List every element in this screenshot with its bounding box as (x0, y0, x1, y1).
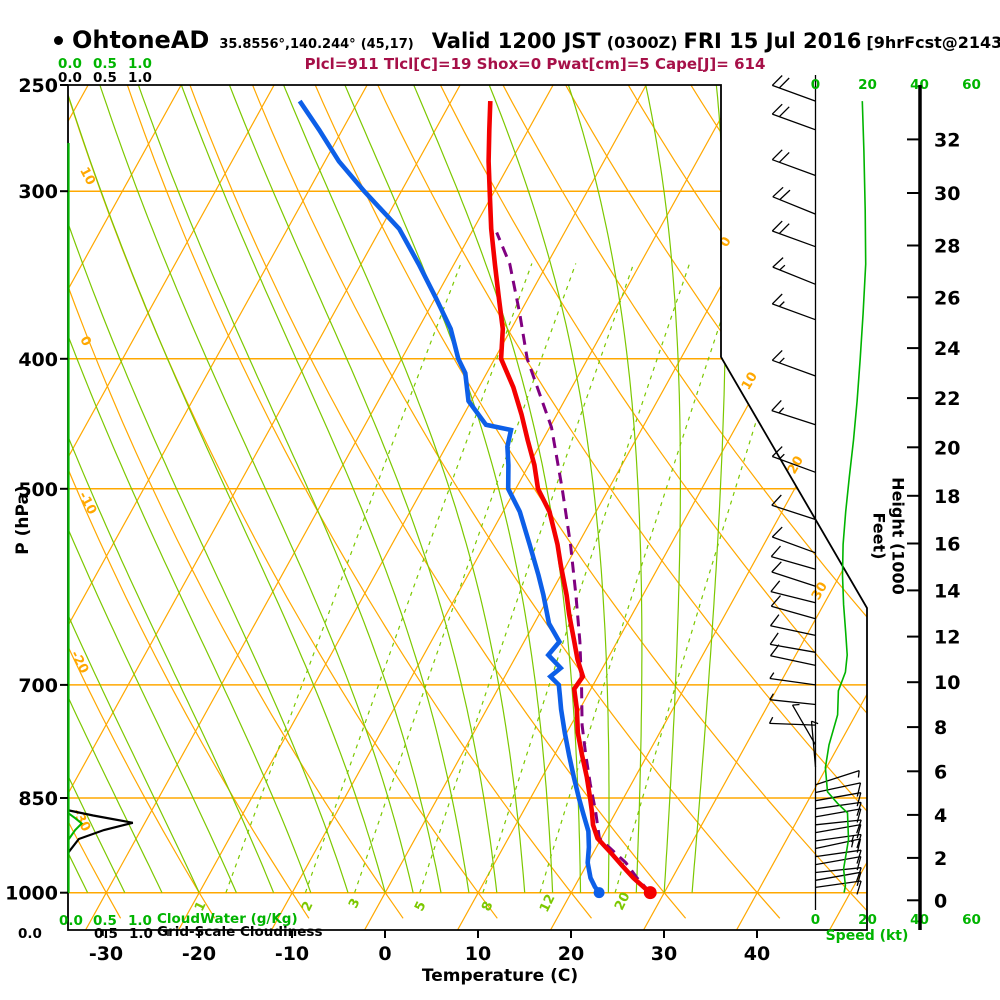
svg-text:12: 12 (537, 892, 558, 915)
isotherm-gridlines (68, 85, 867, 930)
svg-text:20: 20 (612, 890, 633, 913)
svg-text:-10: -10 (275, 943, 309, 965)
svg-text:4: 4 (934, 805, 947, 827)
surface-dewpoint-dot (593, 887, 605, 899)
svg-text:250: 250 (18, 75, 58, 97)
svg-text:12: 12 (934, 627, 960, 649)
svg-text:10: 10 (739, 370, 761, 393)
svg-text:0.5: 0.5 (93, 56, 117, 72)
svg-text:32: 32 (934, 129, 960, 151)
svg-text:2: 2 (934, 848, 947, 870)
svg-text:2: 2 (299, 899, 316, 914)
station-coords: 35.8556°,140.244° (219, 37, 356, 52)
svg-text:3: 3 (346, 896, 363, 911)
parcel-curve (495, 231, 652, 894)
svg-text:8: 8 (479, 899, 496, 914)
svg-text:10: 10 (76, 165, 98, 188)
height-axis-label: Height (1000 Feet) (869, 477, 908, 595)
svg-text:10: 10 (934, 672, 960, 694)
cloudwater-curve (68, 812, 84, 841)
svg-text:1.0: 1.0 (128, 70, 152, 86)
chart-title: OhtoneAD 35.8556°,140.244° (45,17) Valid… (54, 26, 1000, 54)
station-name: OhtoneAD (72, 26, 210, 54)
svg-text:1000: 1000 (5, 883, 58, 905)
cloudiness-curve (68, 809, 134, 854)
svg-text:20: 20 (858, 77, 877, 93)
svg-text:16: 16 (934, 533, 960, 555)
cloudwater-axis-label: CloudWater (g/Kg) (157, 911, 298, 927)
sounding-indices: Plcl=911 Tlcl[C]=19 Shox=0 Pwat[cm]=5 Ca… (304, 55, 766, 73)
station-dot-icon (54, 35, 63, 45)
wind-barbs (768, 75, 862, 895)
svg-text:22: 22 (934, 388, 960, 410)
svg-text:40: 40 (744, 943, 770, 965)
mixing-ratio-gridlines (225, 263, 807, 893)
svg-text:-20: -20 (182, 943, 216, 965)
svg-text:400: 400 (18, 349, 58, 371)
svg-text:0.0: 0.0 (59, 913, 83, 929)
surface-dots (593, 886, 657, 900)
valid-time-z: (0300Z) (606, 33, 678, 52)
moist-adiabat-gridlines (68, 85, 727, 893)
svg-text:0: 0 (378, 943, 391, 965)
svg-text:20: 20 (858, 912, 877, 928)
forecast-tag: [9hrFcst@2143z] (866, 33, 1000, 52)
svg-text:20: 20 (558, 943, 584, 965)
svg-text:30: 30 (809, 580, 831, 603)
svg-text:0.5: 0.5 (93, 70, 117, 86)
svg-text:0.5: 0.5 (94, 926, 118, 942)
svg-text:1.0: 1.0 (129, 926, 153, 942)
svg-text:0.0: 0.0 (58, 70, 82, 86)
pressure-axis-label: P (hPa) (13, 485, 33, 555)
svg-text:14: 14 (934, 580, 960, 602)
station-grid-point: (45,17) (360, 37, 414, 52)
svg-text:0.5: 0.5 (93, 913, 117, 929)
svg-text:1.0: 1.0 (128, 56, 152, 72)
temperature-axis-label: Temperature (C) (421, 966, 579, 986)
svg-text:700: 700 (18, 675, 58, 697)
temperature-curve (486, 101, 652, 895)
svg-text:-10: -10 (75, 489, 99, 517)
dewpoint-curve (297, 99, 601, 895)
svg-text:-30: -30 (89, 943, 123, 965)
svg-text:60: 60 (962, 912, 981, 928)
svg-text:0.0: 0.0 (58, 56, 82, 72)
svg-text:6: 6 (934, 761, 947, 783)
valid-time: Valid 1200 JST (431, 29, 601, 53)
svg-text:60: 60 (962, 77, 981, 93)
svg-text:30: 30 (651, 943, 677, 965)
svg-text:24: 24 (934, 338, 960, 360)
svg-text:28: 28 (934, 236, 960, 258)
svg-text:500: 500 (18, 479, 58, 501)
svg-text:-20: -20 (67, 648, 91, 676)
plot-frame (67, 75, 868, 931)
svg-text:20: 20 (934, 437, 960, 459)
svg-text:18: 18 (934, 486, 960, 508)
svg-text:300: 300 (18, 181, 58, 203)
valid-date: FRI 15 Jul 2016 (683, 29, 862, 53)
surface-temp-dot (643, 886, 657, 900)
cloudiness-axis-label: Grid-Scale Cloudiness (157, 924, 323, 940)
svg-text:10: 10 (465, 943, 491, 965)
speed-axis-label: Speed (kt) (825, 928, 909, 944)
wind-speed-curve (824, 101, 867, 893)
svg-text:0: 0 (811, 912, 820, 928)
svg-text:0: 0 (934, 890, 947, 912)
svg-text:30: 30 (934, 183, 960, 205)
svg-text:0.0: 0.0 (18, 926, 42, 942)
svg-text:0: 0 (811, 77, 820, 93)
svg-text:5: 5 (412, 899, 429, 914)
svg-text:1.0: 1.0 (128, 913, 152, 929)
svg-text:8: 8 (934, 717, 947, 739)
pressure-gridlines (68, 190, 867, 894)
svg-text:26: 26 (934, 287, 960, 309)
svg-text:850: 850 (18, 788, 58, 810)
svg-text:0: 0 (717, 235, 735, 250)
